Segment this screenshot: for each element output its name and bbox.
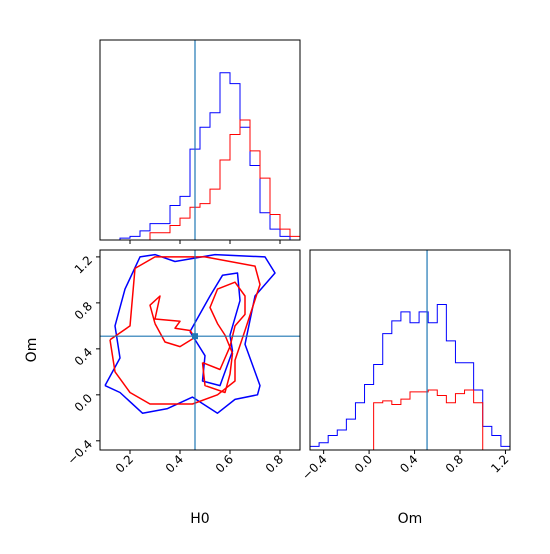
histogram-om-x-tick-label: −0.4 — [299, 452, 330, 483]
contour-panel-h0-om: 0.2 0.4 0.6 0.8 −0.4 0.0 0.4 0.8 1.2 H0 Om — [24, 249, 301, 527]
histogram-om-x-tick-label: 0.0 — [352, 452, 375, 475]
histogram-om-series-0-histogram — [309, 304, 511, 450]
contour-y-axis-label: Om — [24, 338, 40, 363]
histogram-om-x-ticks: −0.4 0.0 0.4 0.8 1.2 — [299, 450, 512, 483]
histogram-h0-frame — [99, 39, 301, 241]
contour-series-0-outer-0 — [104, 253, 276, 414]
histogram-h0-plot-area — [100, 40, 301, 241]
histogram-h0-x-ticks — [129, 240, 281, 244]
contour-y-tick-label: 0.0 — [72, 391, 95, 414]
contour-y-tick-label: 0.4 — [72, 345, 95, 368]
histogram-om-x-axis-label: Om — [398, 511, 423, 527]
contour-plot-area — [100, 250, 300, 450]
contour-y-ticks: −0.4 0.0 0.4 0.8 1.2 — [65, 253, 100, 468]
histogram-panel-h0 — [99, 39, 301, 244]
contour-truth-marker — [192, 333, 198, 340]
contour-x-tick-label: 0.4 — [163, 452, 186, 475]
contour-series-0-inner-1 — [189, 272, 241, 387]
histogram-om-x-tick-label: 1.2 — [488, 452, 511, 475]
histogram-om-x-tick-label: 0.4 — [397, 452, 420, 475]
contour-y-tick-label: 1.2 — [72, 253, 95, 276]
contour-x-tick-label: 0.2 — [113, 452, 136, 475]
contour-x-ticks: 0.2 0.4 0.6 0.8 — [113, 450, 286, 476]
histogram-om-frame — [309, 249, 511, 451]
histogram-om-plot-area — [309, 250, 511, 451]
histogram-om-x-tick-label: 0.8 — [443, 452, 466, 475]
histogram-h0-series-1-histogram — [100, 119, 301, 241]
histogram-h0-series-0-histogram — [100, 72, 300, 241]
contour-series-1-outer-2 — [109, 256, 261, 405]
contour-series-1-inner-3 — [149, 295, 196, 348]
contour-y-tick-label: 0.8 — [72, 299, 95, 322]
histogram-panel-om: −0.4 0.0 0.4 0.8 1.2 Om — [299, 249, 512, 527]
histogram-om-series-1-histogram — [310, 389, 510, 451]
contour-frame — [99, 249, 301, 451]
contour-y-tick-label: −0.4 — [65, 437, 96, 468]
contour-x-tick-label: 0.8 — [263, 452, 286, 475]
contour-x-tick-label: 0.6 — [213, 452, 236, 475]
contour-x-axis-label: H0 — [190, 511, 209, 527]
